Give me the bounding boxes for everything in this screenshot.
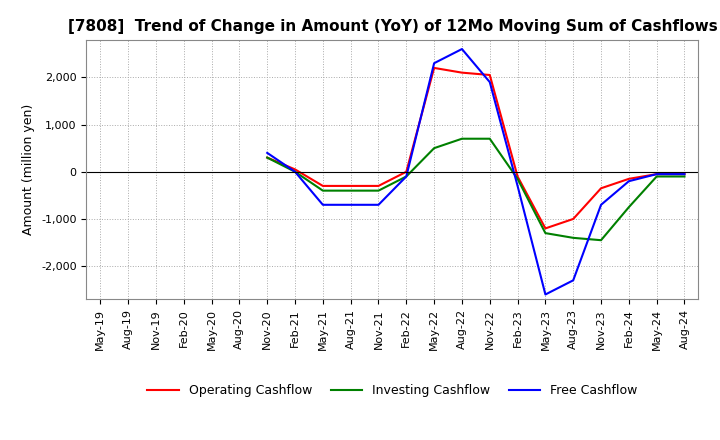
Operating Cashflow: [513, 174, 522, 179]
Investing Cashflow: [541, 231, 550, 236]
Investing Cashflow: [680, 174, 689, 179]
Line: Free Cashflow: Free Cashflow: [267, 49, 685, 294]
Operating Cashflow: [402, 169, 410, 174]
Legend: Operating Cashflow, Investing Cashflow, Free Cashflow: Operating Cashflow, Investing Cashflow, …: [143, 379, 642, 402]
Operating Cashflow: [374, 183, 383, 189]
Investing Cashflow: [652, 174, 661, 179]
Free Cashflow: [597, 202, 606, 207]
Operating Cashflow: [597, 186, 606, 191]
Operating Cashflow: [680, 172, 689, 177]
Free Cashflow: [541, 292, 550, 297]
Operating Cashflow: [346, 183, 355, 189]
Line: Investing Cashflow: Investing Cashflow: [267, 139, 685, 240]
Investing Cashflow: [597, 238, 606, 243]
Free Cashflow: [569, 278, 577, 283]
Operating Cashflow: [291, 167, 300, 172]
Operating Cashflow: [569, 216, 577, 222]
Operating Cashflow: [652, 172, 661, 177]
Title: [7808]  Trend of Change in Amount (YoY) of 12Mo Moving Sum of Cashflows: [7808] Trend of Change in Amount (YoY) o…: [68, 19, 717, 34]
Investing Cashflow: [318, 188, 327, 193]
Free Cashflow: [374, 202, 383, 207]
Operating Cashflow: [541, 226, 550, 231]
Free Cashflow: [402, 174, 410, 179]
Free Cashflow: [485, 80, 494, 85]
Investing Cashflow: [513, 176, 522, 181]
Free Cashflow: [652, 172, 661, 177]
Free Cashflow: [680, 172, 689, 177]
Operating Cashflow: [458, 70, 467, 75]
Free Cashflow: [458, 46, 467, 51]
Free Cashflow: [346, 202, 355, 207]
Investing Cashflow: [263, 155, 271, 160]
Operating Cashflow: [624, 176, 633, 181]
Free Cashflow: [430, 61, 438, 66]
Investing Cashflow: [624, 205, 633, 210]
Operating Cashflow: [263, 155, 271, 160]
Free Cashflow: [513, 183, 522, 189]
Investing Cashflow: [374, 188, 383, 193]
Free Cashflow: [624, 179, 633, 184]
Operating Cashflow: [430, 65, 438, 70]
Investing Cashflow: [346, 188, 355, 193]
Free Cashflow: [318, 202, 327, 207]
Investing Cashflow: [291, 169, 300, 174]
Investing Cashflow: [458, 136, 467, 141]
Investing Cashflow: [569, 235, 577, 241]
Operating Cashflow: [485, 72, 494, 77]
Investing Cashflow: [430, 146, 438, 151]
Operating Cashflow: [318, 183, 327, 189]
Line: Operating Cashflow: Operating Cashflow: [267, 68, 685, 228]
Free Cashflow: [263, 150, 271, 155]
Investing Cashflow: [402, 174, 410, 179]
Y-axis label: Amount (million yen): Amount (million yen): [22, 104, 35, 235]
Free Cashflow: [291, 169, 300, 174]
Investing Cashflow: [485, 136, 494, 141]
